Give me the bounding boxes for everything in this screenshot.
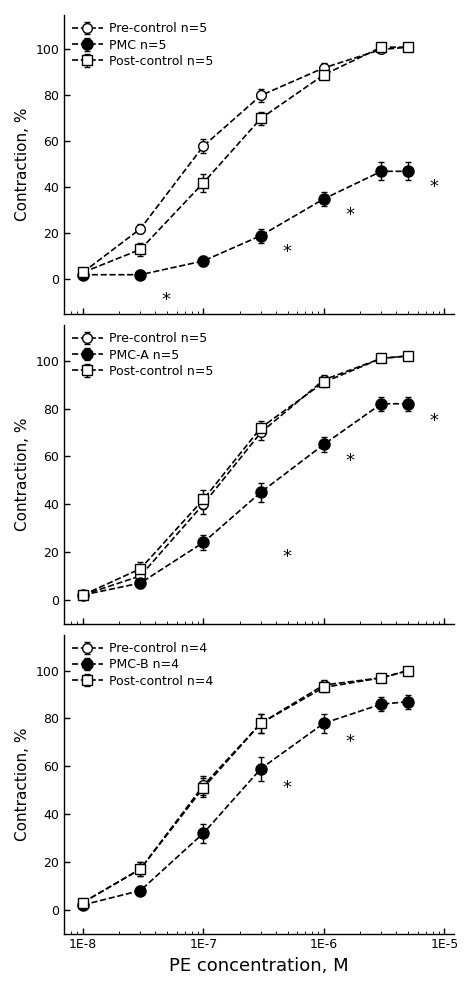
Y-axis label: Contraction, %: Contraction, %: [15, 418, 30, 531]
Text: *: *: [345, 734, 354, 751]
Text: *: *: [345, 452, 354, 470]
Y-axis label: Contraction, %: Contraction, %: [15, 728, 30, 841]
Text: *: *: [162, 291, 171, 309]
Legend: Pre-control n=5, PMC n=5, Post-control n=5: Pre-control n=5, PMC n=5, Post-control n…: [68, 19, 218, 71]
X-axis label: PE concentration, M: PE concentration, M: [169, 957, 349, 975]
Legend: Pre-control n=5, PMC-A n=5, Post-control n=5: Pre-control n=5, PMC-A n=5, Post-control…: [68, 329, 218, 381]
Text: *: *: [282, 779, 291, 797]
Y-axis label: Contraction, %: Contraction, %: [15, 108, 30, 221]
Text: *: *: [282, 547, 291, 565]
Legend: Pre-control n=4, PMC-B n=4, Post-control n=4: Pre-control n=4, PMC-B n=4, Post-control…: [68, 639, 217, 691]
Text: *: *: [429, 412, 438, 430]
Text: *: *: [429, 178, 438, 196]
Text: *: *: [282, 243, 291, 260]
Text: *: *: [345, 206, 354, 224]
